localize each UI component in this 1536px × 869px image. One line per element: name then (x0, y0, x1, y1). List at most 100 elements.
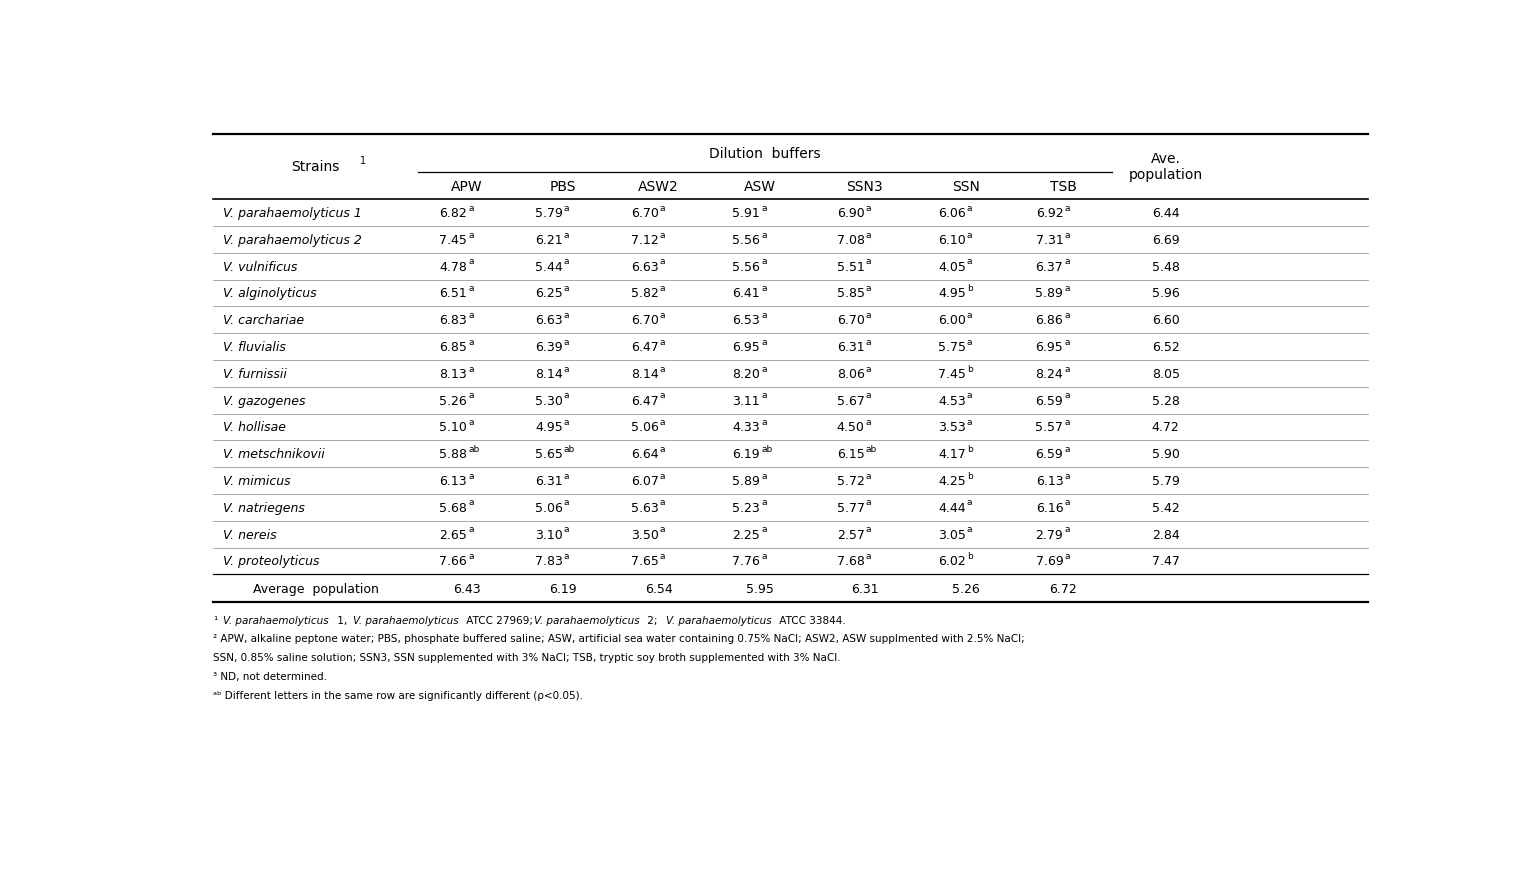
Text: 6.59: 6.59 (1035, 448, 1063, 461)
Text: a: a (660, 203, 665, 213)
Text: 4.33: 4.33 (733, 421, 760, 434)
Text: V. mimicus: V. mimicus (223, 474, 290, 488)
Text: a: a (866, 471, 871, 481)
Text: 4.50: 4.50 (837, 421, 865, 434)
Text: a: a (1064, 337, 1071, 347)
Text: 4.78: 4.78 (439, 261, 467, 274)
Text: a: a (968, 498, 972, 507)
Text: a: a (468, 471, 473, 481)
Text: ATCC 33844.: ATCC 33844. (777, 615, 846, 625)
Text: a: a (660, 284, 665, 293)
Text: 6.02: 6.02 (938, 554, 966, 567)
Text: 6.21: 6.21 (535, 234, 562, 247)
Text: 5.63: 5.63 (631, 501, 659, 514)
Text: ATCC 27969;: ATCC 27969; (464, 615, 536, 625)
Text: ¹: ¹ (214, 615, 218, 625)
Text: a: a (660, 337, 665, 347)
Text: 8.14: 8.14 (535, 368, 562, 381)
Text: V. parahaemolyticus: V. parahaemolyticus (223, 615, 329, 625)
Text: 7.66: 7.66 (439, 554, 467, 567)
Text: a: a (760, 230, 766, 239)
Text: a: a (1064, 391, 1071, 400)
Text: 5.91: 5.91 (733, 207, 760, 220)
Text: a: a (760, 471, 766, 481)
Text: 6.43: 6.43 (453, 582, 481, 595)
Text: a: a (468, 230, 473, 239)
Text: a: a (866, 391, 871, 400)
Text: PBS: PBS (550, 180, 576, 194)
Text: a: a (564, 418, 570, 427)
Text: a: a (564, 364, 570, 373)
Text: a: a (760, 337, 766, 347)
Text: 7.47: 7.47 (1152, 554, 1180, 567)
Text: 6.54: 6.54 (645, 582, 673, 595)
Text: ASW: ASW (743, 180, 776, 194)
Text: a: a (760, 364, 766, 373)
Text: 3.53: 3.53 (938, 421, 966, 434)
Text: 6.06: 6.06 (938, 207, 966, 220)
Text: 4.95: 4.95 (535, 421, 562, 434)
Text: 4.95: 4.95 (938, 287, 966, 300)
Text: 7.12: 7.12 (631, 234, 659, 247)
Text: V. alginolyticus: V. alginolyticus (223, 287, 316, 300)
Text: 5.44: 5.44 (535, 261, 562, 274)
Text: a: a (1064, 364, 1071, 373)
Text: a: a (564, 498, 570, 507)
Text: a: a (968, 230, 972, 239)
Text: a: a (1064, 230, 1071, 239)
Text: a: a (564, 471, 570, 481)
Text: 8.05: 8.05 (1152, 368, 1180, 381)
Text: 2.57: 2.57 (837, 528, 865, 541)
Text: 5.95: 5.95 (746, 582, 774, 595)
Text: 7.45: 7.45 (938, 368, 966, 381)
Text: a: a (1064, 525, 1071, 534)
Text: 6.19: 6.19 (733, 448, 760, 461)
Text: 5.67: 5.67 (837, 395, 865, 408)
Text: a: a (660, 418, 665, 427)
Text: 7.08: 7.08 (837, 234, 865, 247)
Text: 7.76: 7.76 (733, 554, 760, 567)
Text: a: a (968, 203, 972, 213)
Text: 6.31: 6.31 (535, 474, 562, 488)
Text: a: a (760, 498, 766, 507)
Text: 1,: 1, (333, 615, 350, 625)
Text: population: population (1129, 169, 1203, 182)
Text: 2.65: 2.65 (439, 528, 467, 541)
Text: 7.69: 7.69 (1035, 554, 1063, 567)
Text: 6.82: 6.82 (439, 207, 467, 220)
Text: ASW2: ASW2 (639, 180, 679, 194)
Text: a: a (468, 203, 473, 213)
Text: b: b (968, 364, 972, 373)
Text: 5.26: 5.26 (439, 395, 467, 408)
Text: a: a (468, 310, 473, 320)
Text: 5.56: 5.56 (733, 234, 760, 247)
Text: 7.65: 7.65 (631, 554, 659, 567)
Text: a: a (866, 525, 871, 534)
Text: 5.28: 5.28 (1152, 395, 1180, 408)
Text: a: a (564, 391, 570, 400)
Text: 6.86: 6.86 (1035, 314, 1063, 327)
Text: 6.10: 6.10 (938, 234, 966, 247)
Text: 5.90: 5.90 (1152, 448, 1180, 461)
Text: a: a (468, 391, 473, 400)
Text: a: a (468, 337, 473, 347)
Text: 6.70: 6.70 (837, 314, 865, 327)
Text: 5.68: 5.68 (439, 501, 467, 514)
Text: 5.88: 5.88 (439, 448, 467, 461)
Text: b: b (968, 552, 972, 561)
Text: a: a (660, 444, 665, 454)
Text: 3.10: 3.10 (535, 528, 562, 541)
Text: a: a (564, 310, 570, 320)
Text: SSN: SSN (952, 180, 980, 194)
Text: ab: ab (468, 444, 479, 454)
Text: 8.13: 8.13 (439, 368, 467, 381)
Text: a: a (866, 337, 871, 347)
Text: ab: ab (866, 444, 877, 454)
Text: 4.17: 4.17 (938, 448, 966, 461)
Text: ab: ab (760, 444, 773, 454)
Text: V. hollisae: V. hollisae (223, 421, 286, 434)
Text: 6.72: 6.72 (1049, 582, 1077, 595)
Text: 6.95: 6.95 (1035, 341, 1063, 354)
Text: a: a (660, 525, 665, 534)
Text: a: a (968, 337, 972, 347)
